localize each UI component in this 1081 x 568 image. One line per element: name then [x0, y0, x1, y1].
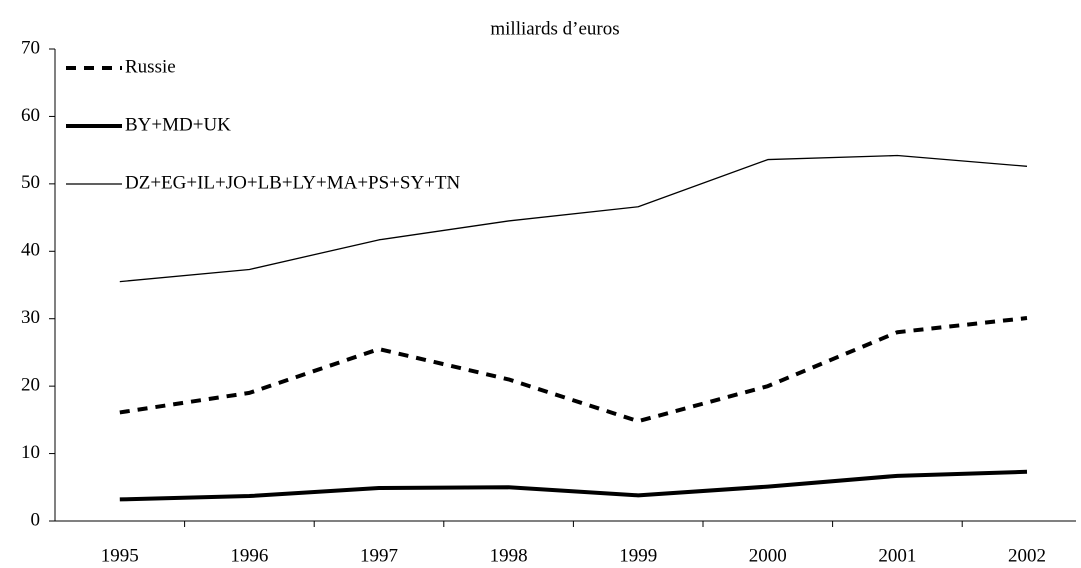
series-line: [119, 316, 1028, 424]
x-tick-label: 2000: [749, 545, 787, 566]
y-tick-label: 20: [21, 375, 40, 396]
y-tick-label: 30: [21, 307, 40, 328]
x-tick-label: 1998: [490, 545, 528, 566]
y-tick-label: 10: [21, 442, 40, 463]
legend-label: Russie: [125, 56, 176, 77]
y-tick-label: 40: [21, 240, 40, 261]
series-line: [119, 154, 1028, 283]
x-tick-label: 1996: [230, 545, 268, 566]
y-tick-label: 0: [31, 509, 41, 530]
x-tick-label: 1997: [360, 545, 398, 566]
y-tick-label: 70: [21, 37, 40, 58]
x-tick-label: 2001: [878, 545, 916, 566]
legend-label: DZ+EG+IL+JO+LB+LY+MA+PS+SY+TN: [125, 172, 460, 193]
x-tick-label: 2002: [1008, 545, 1046, 566]
chart-subtitle: milliards d’euros: [490, 18, 619, 39]
x-tick-label: 1995: [101, 545, 139, 566]
y-tick-label: 50: [21, 172, 40, 193]
legend-label: BY+MD+UK: [125, 114, 231, 135]
y-tick-label: 60: [21, 105, 40, 126]
series-line: [119, 469, 1028, 502]
x-tick-label: 1999: [619, 545, 657, 566]
